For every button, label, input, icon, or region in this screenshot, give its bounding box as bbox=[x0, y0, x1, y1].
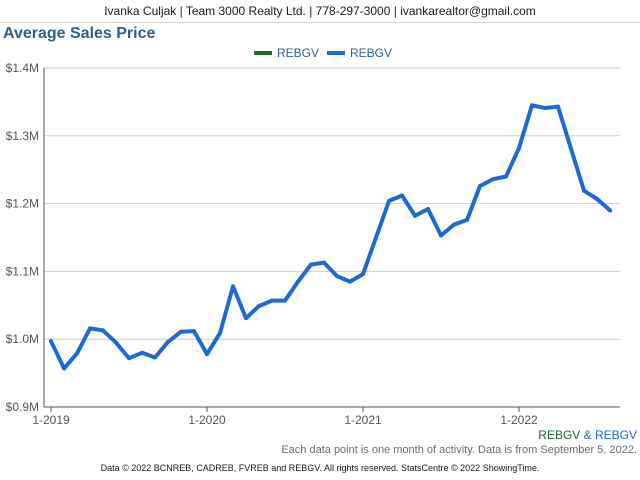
data-point bbox=[387, 198, 391, 203]
x-tick-label: 1-2021 bbox=[344, 413, 382, 427]
y-tick-label: $1.2M bbox=[6, 197, 39, 211]
data-point bbox=[426, 207, 430, 212]
series-line bbox=[49, 103, 612, 371]
data-point bbox=[595, 196, 599, 201]
data-point bbox=[231, 284, 235, 289]
y-tick-label: $1.4M bbox=[6, 61, 39, 75]
data-point bbox=[62, 366, 66, 371]
x-tick-label: 1-2020 bbox=[188, 413, 226, 427]
data-point bbox=[348, 279, 352, 284]
data-point bbox=[530, 103, 534, 108]
contact-header: Ivanka Culjak | Team 3000 Realty Ltd. | … bbox=[0, 0, 640, 23]
x-tick-label: 1-2022 bbox=[500, 413, 538, 427]
data-point bbox=[114, 340, 118, 345]
data-point bbox=[166, 339, 170, 344]
data-point bbox=[257, 303, 261, 308]
data-point bbox=[88, 326, 92, 331]
data-point bbox=[75, 351, 79, 356]
data-point bbox=[192, 329, 196, 334]
legend-label-green: REBGV bbox=[277, 46, 320, 60]
data-point bbox=[322, 260, 326, 265]
footer-series-a: REBGV bbox=[538, 428, 581, 442]
y-tick-label: $1.0M bbox=[6, 332, 39, 346]
data-point bbox=[244, 316, 248, 321]
data-point bbox=[361, 272, 365, 277]
data-point bbox=[309, 262, 313, 267]
footer-series-b: REBGV bbox=[594, 428, 637, 442]
data-point bbox=[400, 193, 404, 198]
legend-swatch-blue bbox=[327, 51, 345, 55]
data-point bbox=[179, 329, 183, 334]
data-point bbox=[296, 279, 300, 284]
data-point bbox=[452, 222, 456, 227]
data-point bbox=[127, 356, 131, 361]
footer-copyright: Data © 2022 BCNREB, CADREB, FVREB and RE… bbox=[100, 463, 540, 473]
data-point bbox=[205, 352, 209, 357]
data-point bbox=[374, 235, 378, 240]
data-point bbox=[465, 217, 469, 222]
contact-text: Ivanka Culjak | Team 3000 Realty Ltd. | … bbox=[104, 4, 536, 18]
data-point bbox=[556, 104, 560, 109]
data-point bbox=[270, 298, 274, 303]
x-tick-label: 1-2019 bbox=[32, 413, 70, 427]
data-point bbox=[491, 177, 495, 182]
legend-label-blue: REBGV bbox=[350, 46, 393, 60]
data-point bbox=[283, 298, 287, 303]
chart-legend: REBGV REBGV bbox=[0, 44, 640, 62]
data-point bbox=[413, 213, 417, 218]
y-tick-label: $1.1M bbox=[6, 264, 39, 278]
chart-title: Average Sales Price bbox=[3, 25, 156, 42]
footer-series-amp: & bbox=[580, 428, 595, 442]
data-point bbox=[439, 233, 443, 238]
data-point bbox=[543, 106, 547, 111]
data-point bbox=[517, 146, 521, 151]
footer-data-note: Each data point is one month of activity… bbox=[281, 444, 637, 456]
footer-series-legend: REBGV & REBGV bbox=[538, 428, 637, 442]
y-tick-label: $0.9M bbox=[6, 400, 39, 414]
data-point bbox=[608, 208, 612, 213]
data-point bbox=[569, 146, 573, 151]
y-tick-label: $1.3M bbox=[6, 129, 39, 143]
data-point bbox=[49, 339, 53, 344]
data-point bbox=[101, 328, 105, 333]
data-point bbox=[582, 188, 586, 193]
data-point bbox=[153, 355, 157, 360]
data-point bbox=[218, 331, 222, 336]
data-point bbox=[478, 183, 482, 188]
data-point bbox=[335, 274, 339, 279]
data-point bbox=[140, 350, 144, 355]
legend-swatch-green bbox=[254, 51, 272, 55]
data-point bbox=[504, 174, 508, 179]
